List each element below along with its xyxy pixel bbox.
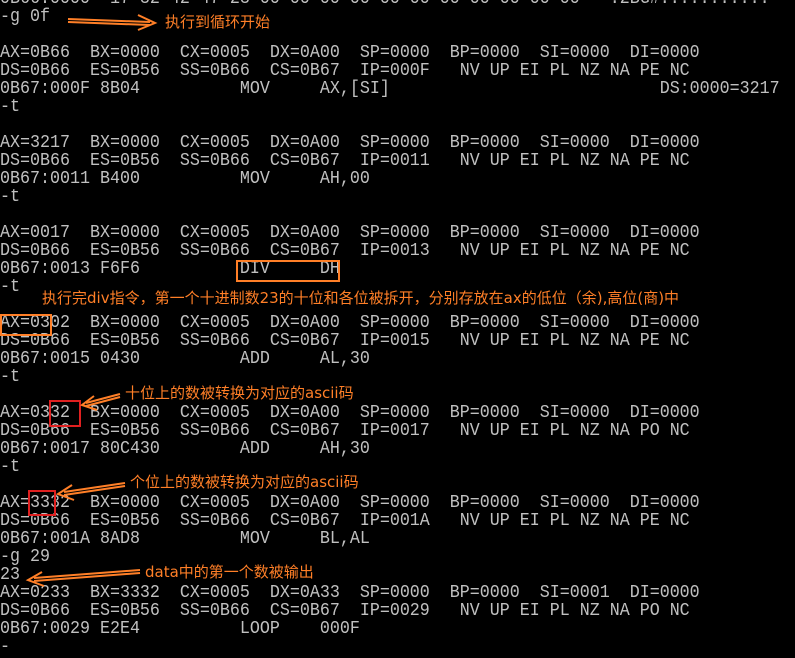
console-line: -t	[0, 187, 20, 208]
annotation-tens-ascii: 十位上的数被转换为对应的ascii码	[125, 384, 354, 402]
console-line: -t	[0, 97, 20, 118]
console-line: AX=3332 BX=0000 CX=0005 DX=0A00 SP=0000 …	[0, 493, 700, 514]
console-line: DS=0B66 ES=0B56 SS=0B66 CS=0B67 IP=0013 …	[0, 241, 690, 262]
debug-console-output: 0B66:0000 17 32 42 47 23 00 00 00-00 00 …	[0, 0, 780, 657]
console-line: AX=0B66 BX=0000 CX=0005 DX=0A00 SP=0000 …	[0, 43, 700, 64]
annotation-run-to-loop: 执行到循环开始	[165, 13, 271, 31]
console-line: 0B66:0000 17 32 42 47 23 00 00 00-00 00 …	[0, 0, 780, 10]
console-line: AX=0302 BX=0000 CX=0005 DX=0A00 SP=0000 …	[0, 313, 700, 334]
div-instruction-highlight	[236, 260, 340, 282]
ax-register-highlight	[0, 314, 52, 336]
console-line: 0B67:0029 E2E4 LOOP 000F	[0, 619, 360, 640]
console-line: 0B67:0013 F6F6 DIV DH	[0, 259, 340, 280]
annotation-div-explain: 执行完div指令，第一个十进制数23的十位和各位被拆开，分别存放在ax的低位（余…	[42, 289, 680, 307]
console-line: AX=0233 BX=3332 CX=0005 DX=0A33 SP=0000 …	[0, 583, 700, 604]
annotation-data-output: data中的第一个数被输出	[145, 563, 314, 581]
console-line: -g 0f	[0, 7, 50, 28]
console-line: -t	[0, 457, 20, 478]
console-line: -g 29	[0, 547, 50, 568]
console-line: DS=0B66 ES=0B56 SS=0B66 CS=0B67 IP=0029 …	[0, 601, 690, 622]
console-line: AX=0017 BX=0000 CX=0005 DX=0A00 SP=0000 …	[0, 223, 700, 244]
console-line: 0B67:000F 8B04 MOV AX,[SI] DS:0000=3217	[0, 79, 780, 100]
console-line: AX=3217 BX=0000 CX=0005 DX=0A00 SP=0000 …	[0, 133, 700, 154]
console-line: 0B67:0015 0430 ADD AL,30	[0, 349, 370, 370]
console-line: -t	[0, 277, 20, 298]
tens-digit-highlight	[49, 400, 81, 427]
console-line: DS=0B66 ES=0B56 SS=0B66 CS=0B67 IP=001A …	[0, 511, 690, 532]
console-line: -t	[0, 367, 20, 388]
console-line: 0B67:001A 8AD8 MOV BL,AL	[0, 529, 370, 550]
console-line: 0B67:0017 80C430 ADD AH,30	[0, 439, 370, 460]
ones-digit-highlight	[28, 490, 56, 516]
console-line: 23	[0, 565, 20, 586]
console-line: -	[0, 637, 10, 658]
console-line: DS=0B66 ES=0B56 SS=0B66 CS=0B67 IP=0015 …	[0, 331, 690, 352]
console-line: 0B67:0011 B400 MOV AH,00	[0, 169, 370, 190]
annotation-ones-ascii: 个位上的数被转换为对应的ascii码	[130, 473, 359, 491]
console-line: AX=0332 BX=0000 CX=0005 DX=0A00 SP=0000 …	[0, 403, 700, 424]
console-line: DS=0B66 ES=0B56 SS=0B66 CS=0B67 IP=0011 …	[0, 151, 690, 172]
console-line: DS=0B66 ES=0B56 SS=0B66 CS=0B67 IP=000F …	[0, 61, 690, 82]
